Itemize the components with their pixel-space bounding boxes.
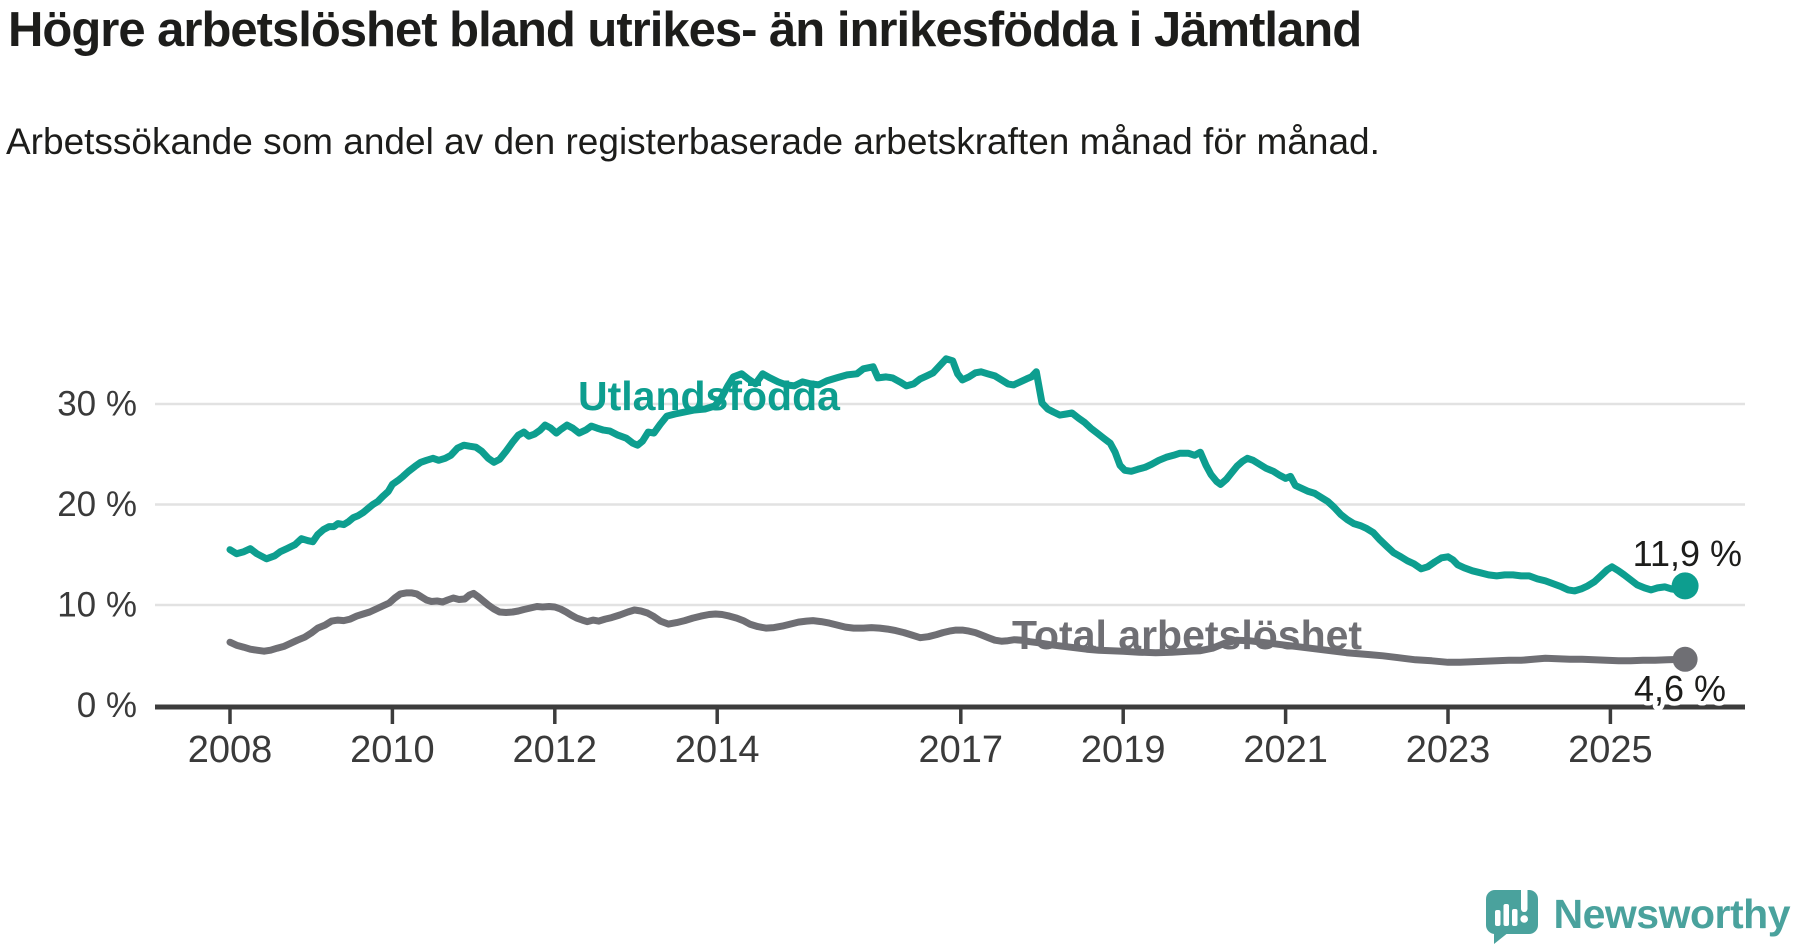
plot-area: 0 % 10 % 20 % 30 % 2008 2010 2012 2014 2017 2019 2… [57,355,1745,771]
x-axis-tick-label: 2019 [1081,729,1166,771]
x-axis-tick-label: 2014 [675,729,760,771]
chart-subtitle: Arbetssökande som andel av den registerb… [6,121,1380,162]
series-line-utlandsfodda [226,355,1689,595]
series-label-total: Total arbetslöshet [1012,612,1362,658]
series-end-dot-total [1672,646,1698,672]
x-axis-tick-label: 2017 [919,729,1004,771]
y-axis-tick-label: 20 % [57,485,137,524]
newsworthy-logo[interactable]: Newsworthy [1485,884,1791,944]
x-axis-tick-label: 2010 [350,729,435,771]
x-axis-tick-label: 2008 [188,729,273,771]
end-value-label-total: 4,6 % [1634,668,1726,709]
series-line-total [226,589,1689,666]
series-label-utlandsfodda: Utlandsfödda [578,373,841,419]
logo-text: Newsworthy [1553,890,1791,937]
x-axis-tick-label: 2023 [1406,729,1491,771]
y-axis-tick-label: 30 % [57,385,137,424]
x-axis-tick-label: 2025 [1568,729,1653,771]
x-axis-tick-label: 2021 [1243,729,1328,771]
y-axis-tick-label: 10 % [57,586,137,625]
x-axis-tick-label: 2012 [513,729,598,771]
y-axis-tick-label: 0 % [77,686,137,725]
series-end-dot-utlandsfodda [1671,572,1699,600]
page-title: Högre arbetslöshet bland utrikes- än inr… [8,3,1362,57]
end-value-label-utlandsfodda: 11,9 % [1633,533,1742,574]
bar-chart-speech-bubble-icon [1485,884,1538,944]
